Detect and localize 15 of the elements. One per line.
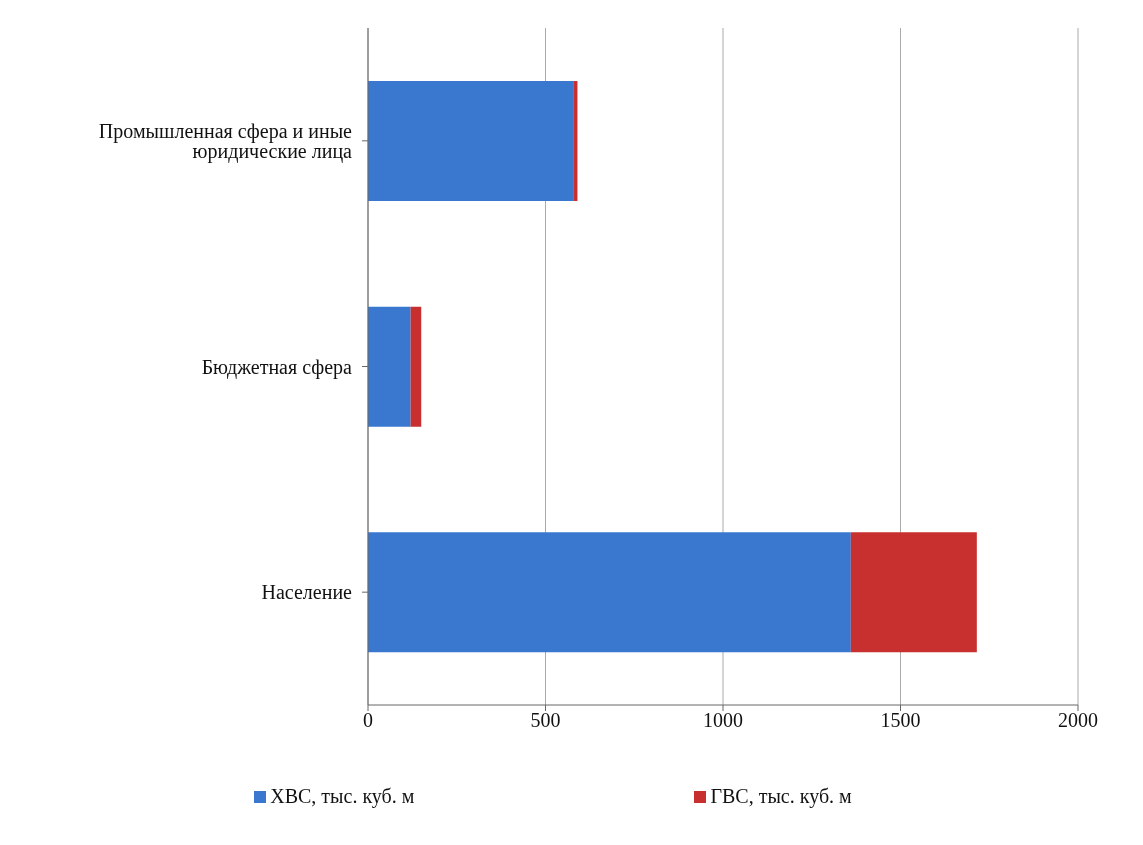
bar bbox=[850, 532, 977, 653]
bar bbox=[368, 532, 851, 653]
y-tick-label: Бюджетная сфера bbox=[201, 355, 353, 379]
x-tick-label: 1000 bbox=[703, 709, 743, 732]
bar bbox=[368, 306, 411, 427]
legend-label: ХВС, тыс. куб. м bbox=[269, 785, 415, 808]
x-tick-label: 1500 bbox=[880, 709, 921, 732]
bar bbox=[368, 81, 574, 201]
legend-label: ГВС, тыс. куб. м bbox=[709, 785, 852, 808]
y-tick-label: Промышленная сфера и иные юридические лица bbox=[98, 119, 353, 163]
bar bbox=[410, 306, 422, 427]
x-tick-label: 0 bbox=[363, 709, 373, 732]
x-tick-label: 2000 bbox=[1058, 709, 1098, 732]
y-tick-label: Население bbox=[261, 581, 353, 604]
x-tick-label: 500 bbox=[530, 709, 561, 732]
